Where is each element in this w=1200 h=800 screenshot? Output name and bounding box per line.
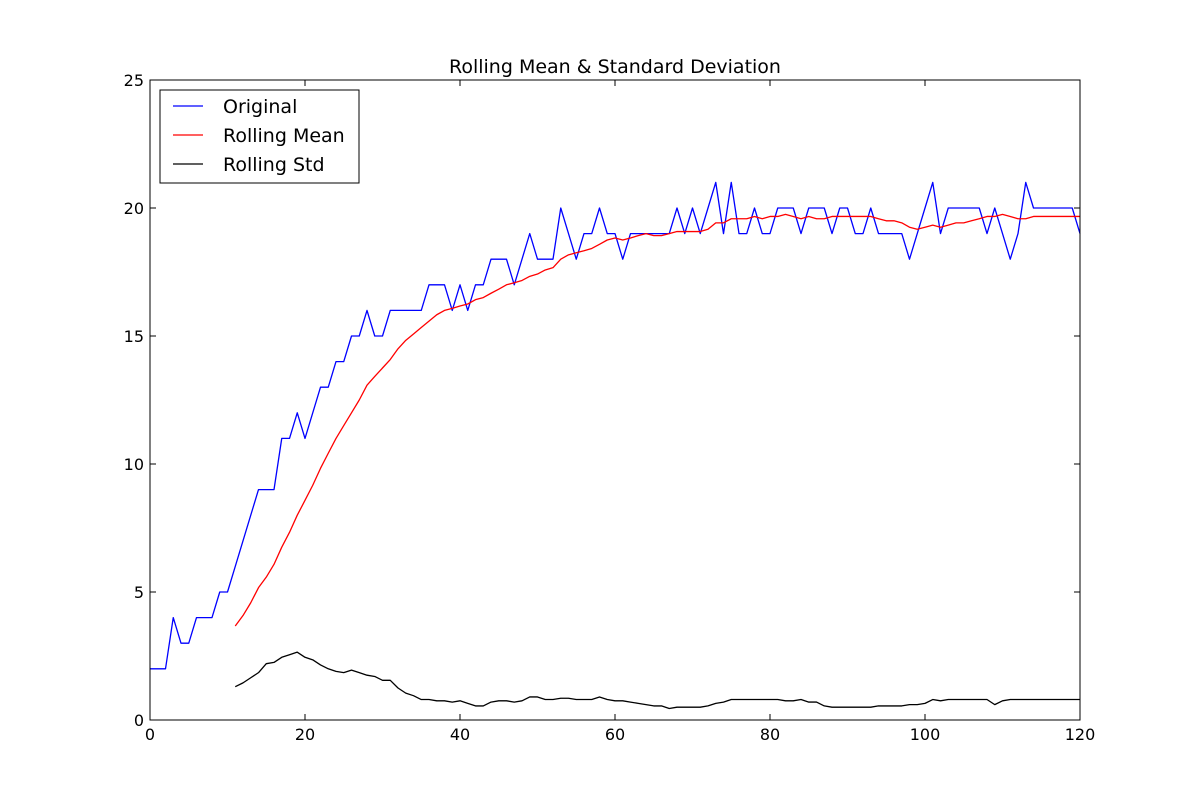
series-line-original	[150, 181, 1081, 670]
x-tick-label: 100	[910, 725, 941, 744]
y-tick-label: 20	[124, 199, 144, 218]
y-tick-label: 15	[124, 327, 144, 346]
legend-label: Rolling Std	[223, 154, 325, 176]
y-tick-label: 25	[124, 71, 144, 90]
legend-label: Original	[223, 96, 297, 118]
chart-title: Rolling Mean & Standard Deviation	[449, 56, 781, 78]
y-tick-label: 0	[134, 711, 144, 730]
x-axis-ticks: 0 20 40 60 80 100 120	[145, 80, 1095, 744]
x-tick-label: 0	[145, 725, 155, 744]
x-tick-label: 120	[1065, 725, 1096, 744]
legend-label: Rolling Mean	[223, 125, 345, 147]
series-line-rolling-std	[234, 651, 1080, 710]
x-tick-label: 40	[450, 725, 470, 744]
legend: Original Rolling Mean Rolling Std	[159, 89, 360, 184]
series-line-rolling-mean	[234, 213, 1080, 627]
x-tick-label: 60	[605, 725, 625, 744]
plot-lines	[150, 181, 1081, 710]
x-tick-label: 80	[760, 725, 780, 744]
y-tick-label: 10	[124, 455, 144, 474]
y-axis-ticks: 0 5 10 15 20 25	[124, 71, 1080, 730]
y-tick-label: 5	[134, 583, 144, 602]
x-tick-label: 20	[295, 725, 315, 744]
